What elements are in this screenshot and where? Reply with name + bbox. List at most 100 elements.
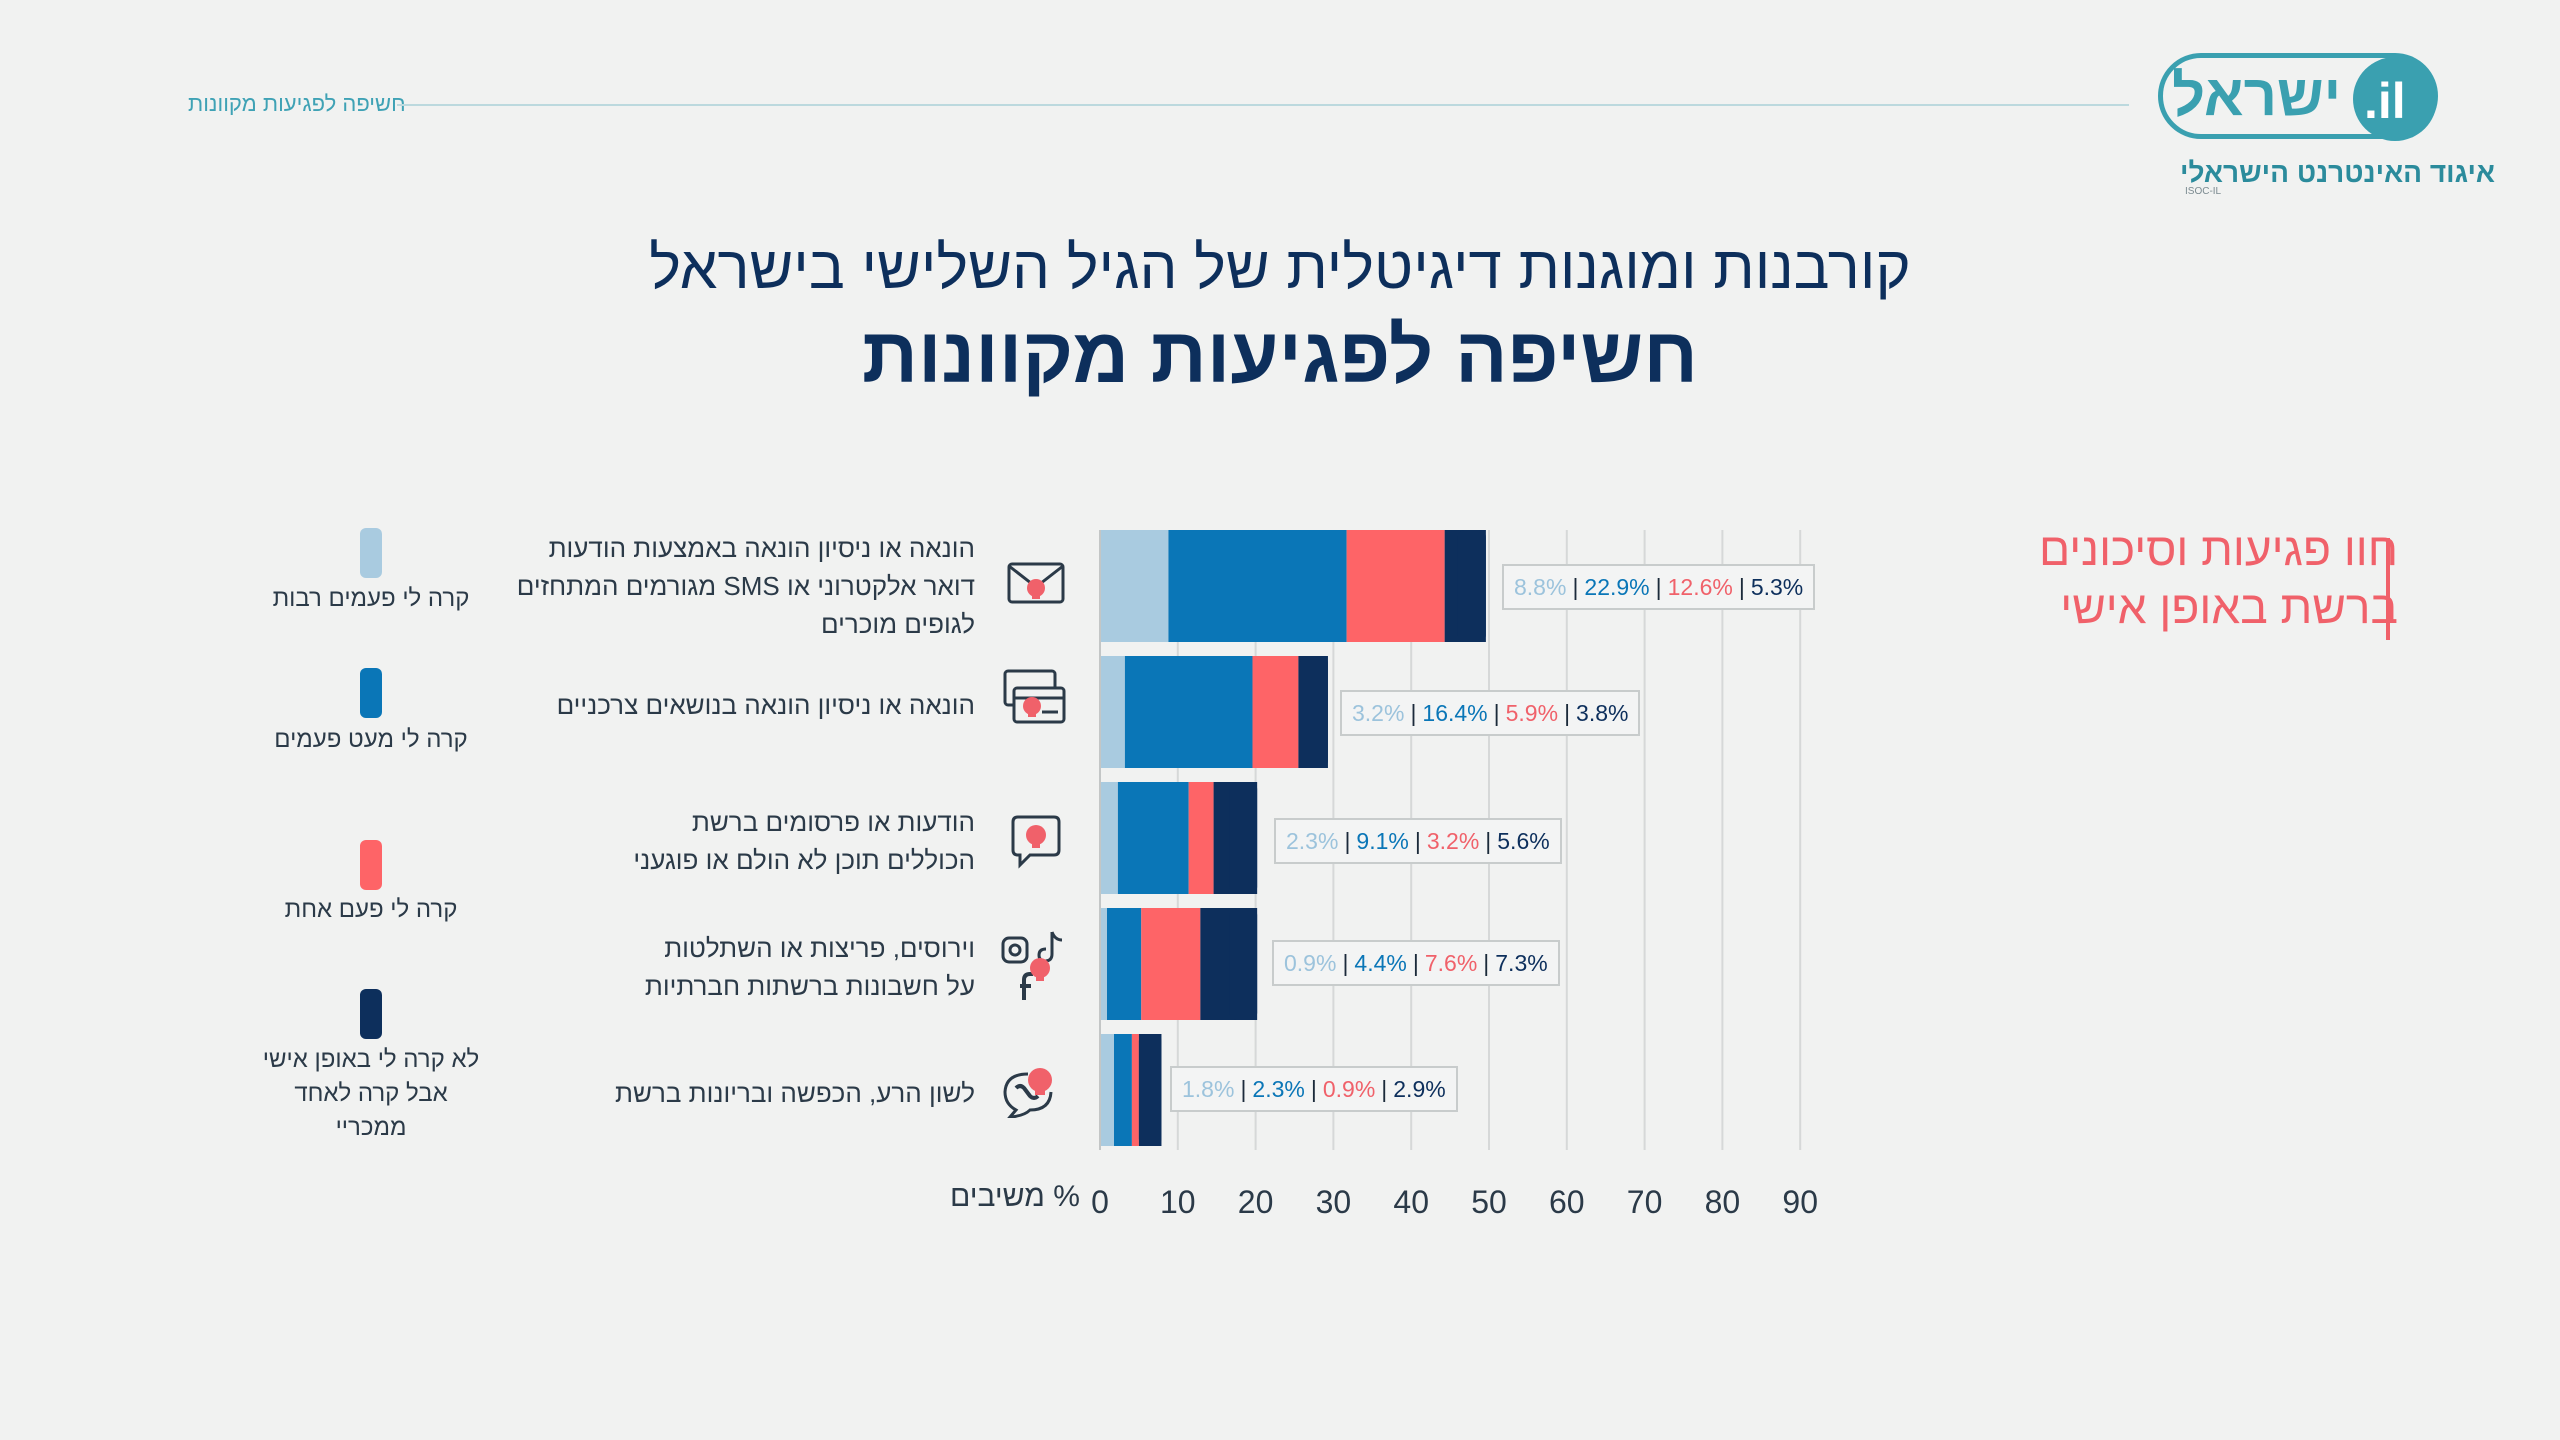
side-heading-line-1: חוו פגיעות וסיכונים: [2038, 523, 2398, 575]
bar-segment-few-times: [1168, 530, 1347, 642]
bar-segment-many-times: [1100, 782, 1118, 894]
bar-segment-few-times: [1107, 908, 1142, 1020]
bar-segment-once: [1141, 908, 1201, 1020]
value-label-few-times: 16.4%: [1422, 699, 1488, 726]
value-label-few-times: 9.1%: [1356, 827, 1409, 854]
legend-swatch-acquaintance: [360, 989, 382, 1039]
bar-row: [1100, 530, 1486, 642]
x-tick-label: 10: [1160, 1184, 1196, 1220]
x-tick-label: 80: [1705, 1184, 1741, 1220]
value-label-many-times: 2.3%: [1286, 827, 1339, 854]
legend-label-line: קרה לי פעמים רבות: [272, 585, 470, 612]
legend-label-acquaintance: לא קרה לי באופן אישי אבל קרה לאחד ממכריי: [261, 1043, 481, 1145]
logo-tld-text: .il: [2364, 73, 2406, 129]
category-label-cyberbullying: לשון הרע, הכפשה ובריונות ברשת: [615, 1074, 975, 1112]
bar-row: [1100, 782, 1258, 894]
credit-card-skull-icon: [1003, 669, 1066, 724]
value-callout: 0.9% | 4.4% | 7.6% | 7.3%: [1272, 940, 1560, 986]
bar-end-cap: [1299, 656, 1328, 768]
x-tick-label: 20: [1238, 1184, 1274, 1220]
value-callout: 1.8% | 2.3% | 0.9% | 2.9%: [1170, 1066, 1458, 1112]
value-label-few-times: 22.9%: [1584, 573, 1650, 600]
value-label-once: 5.9%: [1505, 699, 1559, 726]
bar-segment-many-times: [1100, 908, 1108, 1020]
category-label-line: לגופים מוכרים: [821, 609, 975, 639]
x-tick-label: 70: [1627, 1184, 1663, 1220]
bar-end-cap: [1457, 530, 1486, 642]
category-label-line: הודעות או פרסומים ברשת: [691, 807, 975, 837]
x-axis-label: % משיבים: [950, 1180, 1080, 1213]
category-label-line: הונאה או ניסיון הונאה באמצעות הודעות: [548, 533, 975, 563]
value-callout: 2.3% | 9.1% | 3.2% | 5.6%: [1274, 818, 1562, 864]
bar-end-cap: [1138, 1034, 1162, 1146]
value-callout: 3.2% | 16.4% | 5.9% | 3.8%: [1340, 690, 1641, 736]
bar-end-cap: [1229, 908, 1258, 1020]
value-label-acquaintance: 5.6%: [1497, 827, 1550, 854]
side-heading: חוו פגיעות וסיכונים ברשת באופן אישי: [2039, 520, 2398, 636]
value-label-many-times: 3.2%: [1352, 699, 1405, 726]
legend-swatch-once: [360, 840, 382, 890]
logo-wordmark-text: ישראל: [2172, 63, 2342, 128]
bar-segment-once: [1252, 656, 1299, 768]
bar-segment-many-times: [1100, 656, 1125, 768]
category-label-line: הונאה או ניסיון הונאה בנושאים צרכניים: [556, 690, 975, 720]
header-section-label: חשיפה לפגיעות מקוונות: [188, 91, 406, 116]
value-label-once: 0.9%: [1322, 1075, 1376, 1102]
value-label-once: 7.6%: [1424, 949, 1478, 976]
category-label-consumer-fraud: הונאה או ניסיון הונאה בנושאים צרכניים: [557, 686, 975, 724]
value-callout: 8.8% | 22.9% | 12.6% | 5.3%: [1502, 564, 1816, 610]
category-label-line: וירוסים, פריצות או השתלטות: [664, 933, 975, 963]
category-label-email-sms-fraud: הונאה או ניסיון הונאה באמצעות הודעות דוא…: [517, 529, 975, 643]
value-label-acquaintance: 5.3%: [1750, 573, 1804, 600]
bar-segment-few-times: [1117, 782, 1189, 894]
legend-label-line: אבל קרה לאחד ממכריי: [294, 1080, 448, 1141]
value-label-many-times: 8.8%: [1514, 573, 1567, 600]
value-label-few-times: 2.3%: [1252, 1075, 1305, 1102]
bar-segment-many-times: [1100, 1034, 1115, 1146]
x-tick-label: 0: [1091, 1184, 1109, 1220]
legend-swatch-few-times: [360, 668, 382, 718]
bar-row: [1100, 908, 1258, 1020]
value-label-acquaintance: 2.9%: [1393, 1075, 1446, 1102]
logo-badge: [2353, 57, 2437, 141]
category-label-line: הכוללים תוכן לא הולם או פוגעני: [633, 845, 975, 875]
x-tick-label: 30: [1316, 1184, 1352, 1220]
side-heading-line-2: ברשת באופן אישי: [2060, 581, 2398, 633]
envelope-skull-icon: [1007, 562, 1065, 604]
bar-segment-once: [1188, 782, 1214, 894]
bar-segment-once: [1346, 530, 1445, 642]
value-label-few-times: 4.4%: [1354, 949, 1407, 976]
bar-segment-many-times: [1100, 530, 1169, 642]
chart-subtitle: קורבנות ומוגנות דיגיטלית של הגיל השלישי …: [649, 234, 1911, 301]
value-label-once: 3.2%: [1426, 827, 1480, 854]
category-label-account-hacking: וירוסים, פריצות או השתלטות על חשבונות בר…: [645, 929, 975, 1005]
x-tick-label: 60: [1549, 1184, 1585, 1220]
org-abbreviation: ISOC-IL: [2185, 186, 2222, 197]
x-tick-label: 90: [1782, 1184, 1818, 1220]
bar-segment-once: [1131, 1034, 1139, 1146]
category-label-line: על חשבונות ברשתות חברתיות: [644, 971, 975, 1001]
x-tick-label: 40: [1393, 1184, 1429, 1220]
legend-label-few-times: קרה לי מעט פעמים: [261, 723, 481, 757]
chat-bubble-skull-icon: [1011, 815, 1061, 869]
category-label-line: לשון הרע, הכפשה ובריונות ברשת: [615, 1078, 975, 1108]
legend-swatch-many-times: [360, 528, 382, 578]
legend-label-line: קרה לי מעט פעמים: [274, 726, 468, 753]
header-divider: [397, 104, 2129, 106]
bar-segment-few-times: [1114, 1034, 1132, 1146]
legend-label-line: קרה לי פעם אחת: [284, 896, 458, 923]
category-label-line: דואר אלקטרוני או SMS מגורמים המתחזים: [516, 571, 975, 601]
chart-title: חשיפה לפגיעות מקוונות: [862, 311, 1698, 399]
value-label-acquaintance: 3.8%: [1576, 699, 1629, 726]
legend-label-once: קרה לי פעם אחת: [261, 893, 481, 927]
side-heading-accent-bar: [2386, 538, 2390, 640]
value-label-many-times: 1.8%: [1182, 1075, 1235, 1102]
value-label-acquaintance: 7.3%: [1495, 949, 1548, 976]
bar-row: [1100, 656, 1328, 768]
category-label-offensive-content: הודעות או פרסומים ברשת הכוללים תוכן לא ה…: [633, 803, 975, 879]
value-label-many-times: 0.9%: [1284, 949, 1337, 976]
bar-end-cap: [1229, 782, 1258, 894]
bar-row: [1100, 1034, 1162, 1146]
legend-label-line: לא קרה לי באופן אישי: [262, 1046, 480, 1073]
